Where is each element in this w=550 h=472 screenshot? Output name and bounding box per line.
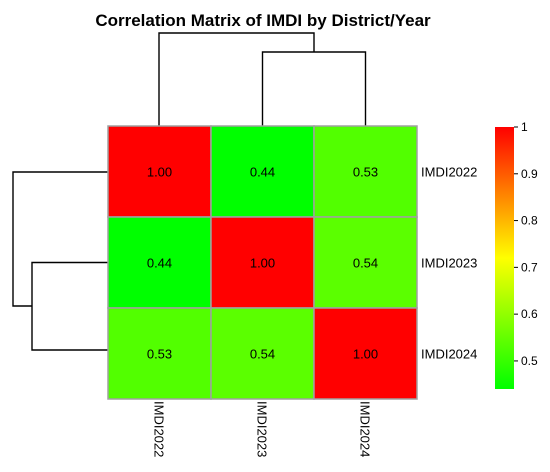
heatmap-cell [107, 216, 212, 309]
cell-value-label: 0.54 [353, 256, 378, 271]
column-dendrogram-inner-link [261, 51, 367, 126]
colorbar-tick-label: 0.5 [521, 354, 538, 368]
heatmap-cell [107, 307, 212, 400]
heatmap-cell [313, 307, 418, 400]
cell-value-label: 0.53 [353, 165, 378, 180]
colorbar-tick-label: 0.9 [521, 167, 538, 181]
column-label: IMDI2023 [255, 401, 270, 457]
row-dendrogram [12, 171, 108, 351]
row-label: IMDI2022 [421, 165, 477, 180]
column-dendrogram [158, 32, 367, 126]
colorbar [495, 127, 514, 389]
heatmap-cells [107, 125, 418, 400]
colorbar-tick-label: 0.8 [521, 214, 538, 228]
chart-title: Correlation Matrix of IMDI by District/Y… [95, 11, 431, 30]
row-labels: IMDI2022 IMDI2023 IMDI2024 [421, 165, 477, 362]
column-labels: IMDI2022 IMDI2023 IMDI2024 [152, 401, 373, 457]
heatmap-cell [210, 125, 315, 218]
colorbar-tick-label: 0.7 [521, 260, 538, 274]
column-label: IMDI2022 [152, 401, 167, 457]
cell-value-label: 0.54 [250, 347, 275, 362]
cell-value-label: 1.00 [147, 165, 172, 180]
colorbar-ticks: 1 0.9 0.8 0.7 0.6 0.5 [514, 120, 538, 368]
cell-value-label: 0.44 [147, 256, 172, 271]
colorbar-tick-label: 1 [521, 120, 528, 134]
cell-value-label: 1.00 [250, 256, 275, 271]
row-dendrogram-outer-link [12, 171, 108, 307]
heatmap-cell [313, 216, 418, 309]
row-label: IMDI2023 [421, 256, 477, 271]
colorbar-tick-label: 0.6 [521, 307, 538, 321]
heatmap-cell [107, 125, 212, 218]
heatmap-cell [313, 125, 418, 218]
cell-value-label: 1.00 [353, 347, 378, 362]
cell-value-label: 0.53 [147, 347, 172, 362]
column-label: IMDI2024 [358, 401, 373, 457]
row-label: IMDI2024 [421, 347, 477, 362]
column-dendrogram-outer-link [158, 32, 315, 126]
heatmap-value-labels: 1.00 0.44 0.53 0.44 1.00 0.54 0.53 0.54 1.00 [147, 165, 378, 362]
cell-value-label: 0.44 [250, 165, 275, 180]
row-dendrogram-inner-link [31, 261, 108, 351]
heatmap-cell [210, 307, 315, 400]
